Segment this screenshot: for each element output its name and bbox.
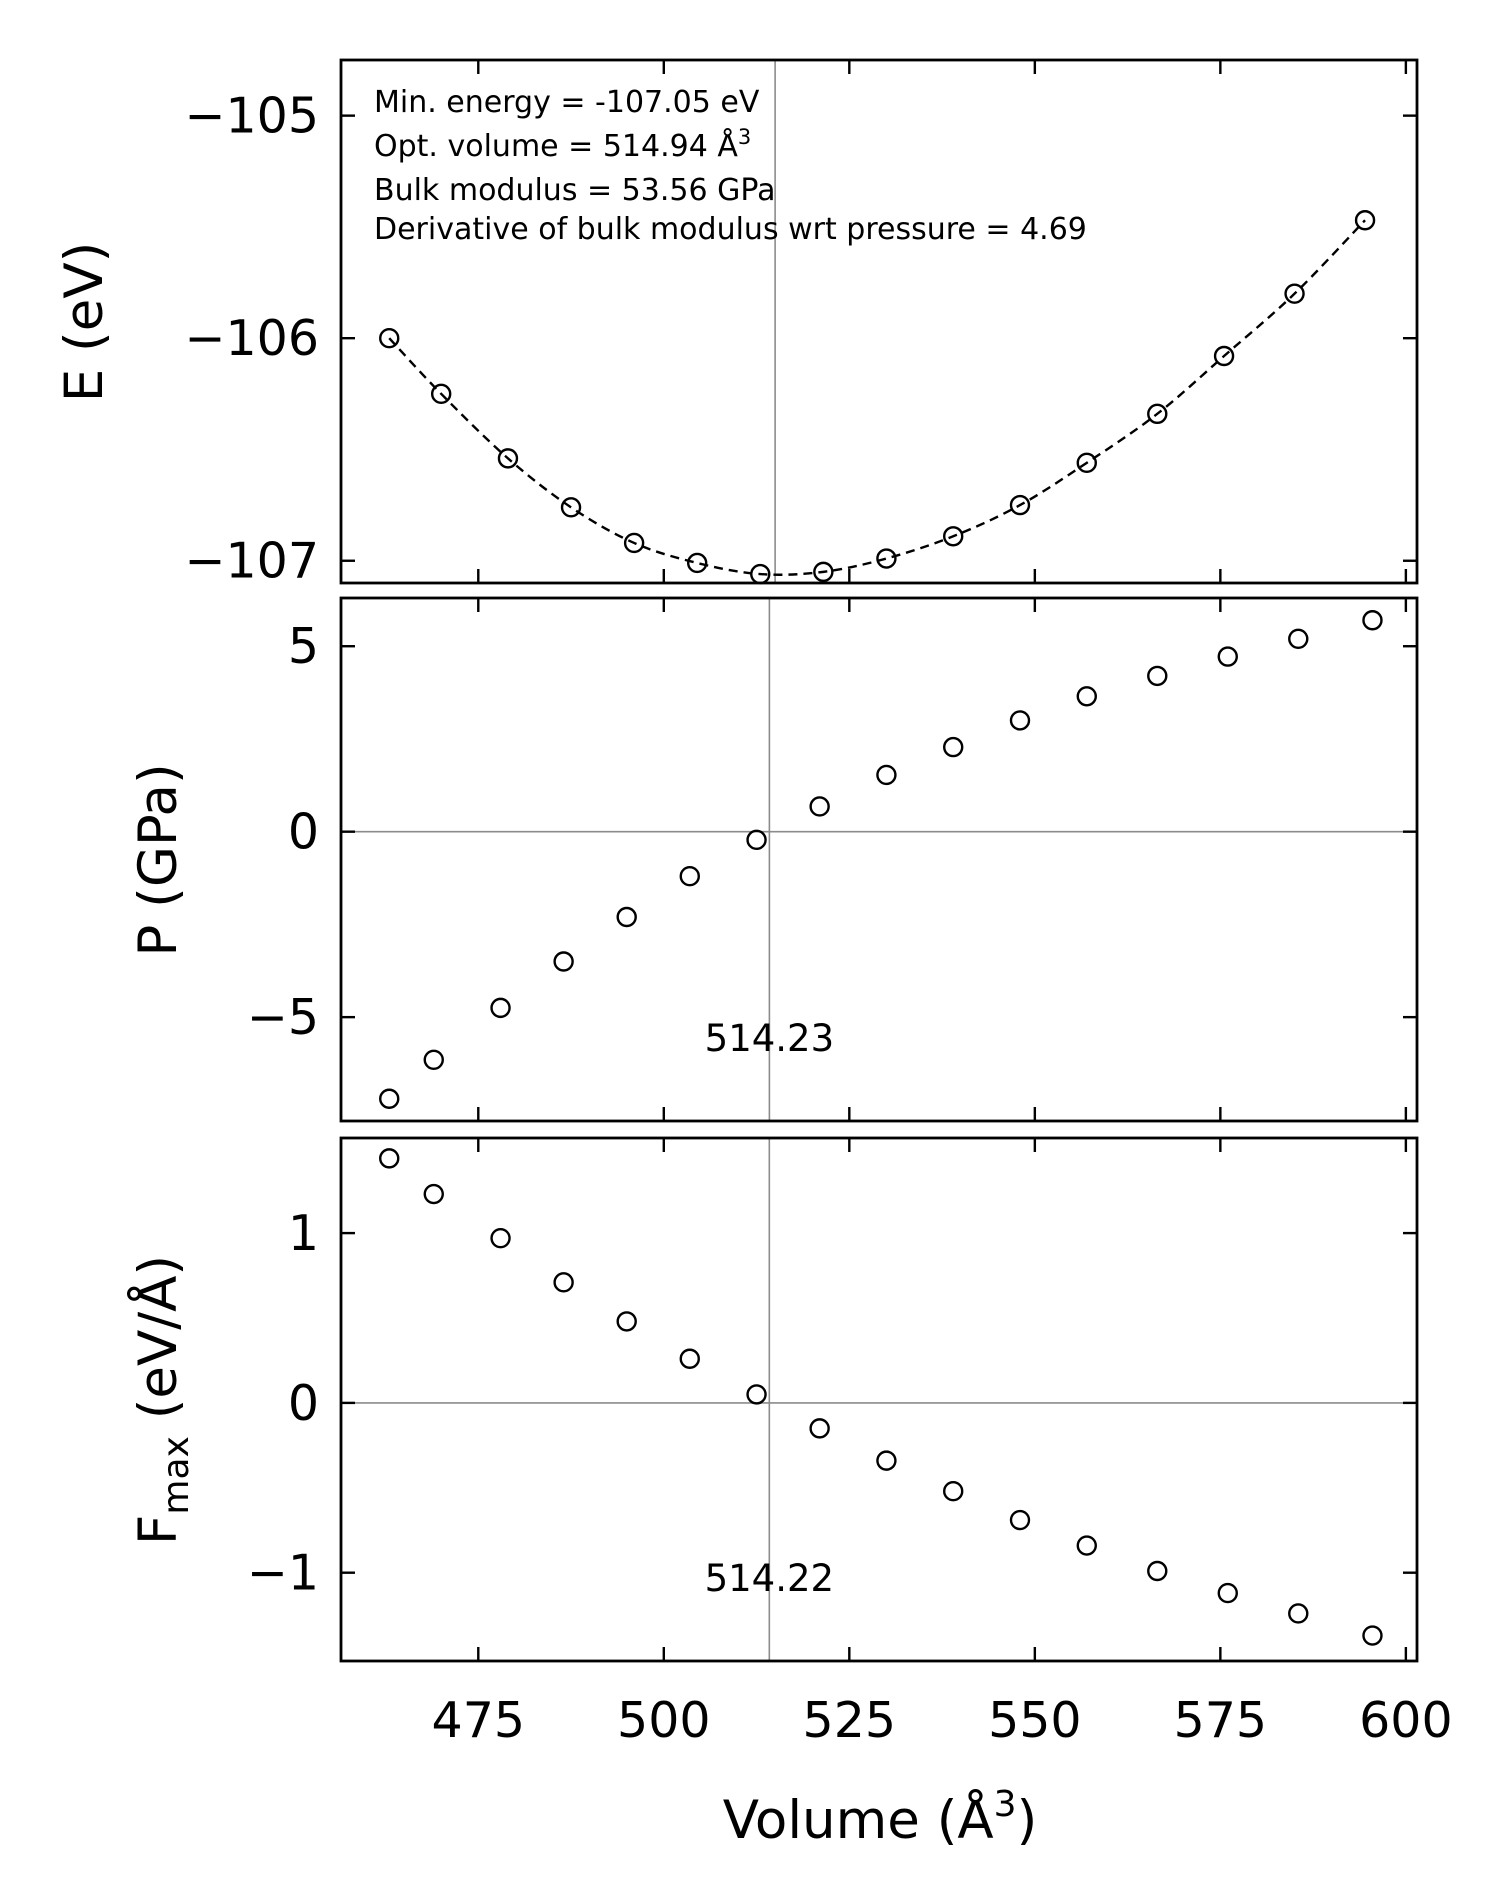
annotation-line: Bulk modulus = 53.56 GPa (374, 173, 775, 208)
annotation-line: Derivative of bulk modulus wrt pressure … (374, 212, 1087, 247)
y-tick-label: −107 (184, 533, 319, 590)
annotation-superscript: 3 (738, 125, 751, 149)
data-point (423, 1183, 444, 1205)
data-point (679, 1348, 700, 1369)
data-point (1362, 1625, 1383, 1646)
data-point (497, 448, 519, 469)
x-tick-label: 600 (1359, 1692, 1453, 1749)
data-point (1009, 494, 1031, 516)
data-point (1076, 686, 1097, 707)
energy-panel: −105 −106 −107 Min. energy = -107.05 eV Opt.… (184, 58, 1419, 590)
data-point (1009, 1509, 1031, 1531)
data-point (746, 1384, 767, 1405)
data-point (746, 829, 767, 851)
x-axis-label: Volume (Å3) (723, 1784, 1038, 1851)
data-point (379, 327, 400, 349)
data-point (379, 1148, 400, 1169)
annotation-line: Opt. volume = 514.94 Å3 (374, 125, 751, 164)
data-point (1076, 452, 1097, 474)
y-tick-label: 5 (288, 618, 319, 675)
x-tick-label: 525 (803, 1692, 897, 1749)
data-point (1009, 710, 1031, 731)
vline-value-label: 514.23 (705, 1017, 834, 1060)
data-point (623, 532, 645, 554)
data-point (1362, 610, 1383, 631)
data-point (553, 951, 574, 972)
data-point (809, 1418, 830, 1439)
data-point (553, 1272, 574, 1293)
data-point (876, 1450, 897, 1471)
data-point (943, 736, 964, 758)
data-point (1217, 646, 1238, 667)
x-tick-label: 575 (1174, 1692, 1268, 1749)
y-tick-label: −106 (184, 310, 319, 367)
data-point (1076, 1535, 1097, 1556)
data-point (560, 497, 582, 518)
data-point (379, 1088, 400, 1109)
plot-frame (339, 58, 1419, 585)
data-point (876, 764, 897, 786)
y-tick-label: 0 (288, 804, 319, 861)
data-point (809, 796, 830, 817)
annotation-line: Min. energy = -107.05 eV (374, 85, 760, 120)
data-point (490, 1227, 511, 1249)
data-point (616, 1311, 637, 1332)
x-tick-label: 475 (432, 1692, 526, 1749)
force-panel: 1 0 −1 514.22 (247, 1136, 1419, 1663)
y-tick-label: 1 (288, 1205, 319, 1262)
plot-frame (339, 1136, 1419, 1663)
data-point (876, 548, 897, 569)
data-point (1354, 210, 1376, 231)
data-point (1288, 1603, 1309, 1624)
x-tick-label: 500 (617, 1692, 711, 1749)
y-tick-label: 0 (288, 1375, 319, 1432)
vline-value-label: 514.22 (705, 1557, 834, 1600)
pressure-panel: 5 0 −5 514.23 (247, 596, 1419, 1123)
x-tick-label: 550 (988, 1692, 1082, 1749)
data-point (423, 1049, 444, 1070)
y-tick-label: −5 (247, 989, 319, 1046)
data-point (616, 906, 637, 928)
data-point (1147, 1560, 1168, 1582)
y-tick-label: −1 (247, 1545, 319, 1602)
data-point (1147, 665, 1168, 687)
data-point (943, 1480, 964, 1502)
data-point (1284, 283, 1305, 304)
data-point (1147, 403, 1168, 425)
y-tick-label: −105 (184, 88, 319, 145)
force-y-axis-label: Fmax (eV/Å) (125, 1255, 197, 1545)
data-point (490, 997, 511, 1019)
data-point (679, 865, 700, 887)
data-point (1217, 1582, 1238, 1604)
plot-frame (339, 596, 1419, 1123)
data-point (1288, 628, 1309, 650)
pressure-y-axis-label: P (GPa) (128, 763, 189, 956)
data-point (813, 561, 834, 583)
data-point (1213, 345, 1235, 367)
energy-y-axis-label: E (eV) (54, 242, 115, 403)
data-point (686, 552, 708, 574)
data-point (430, 383, 452, 405)
data-point (943, 526, 964, 547)
